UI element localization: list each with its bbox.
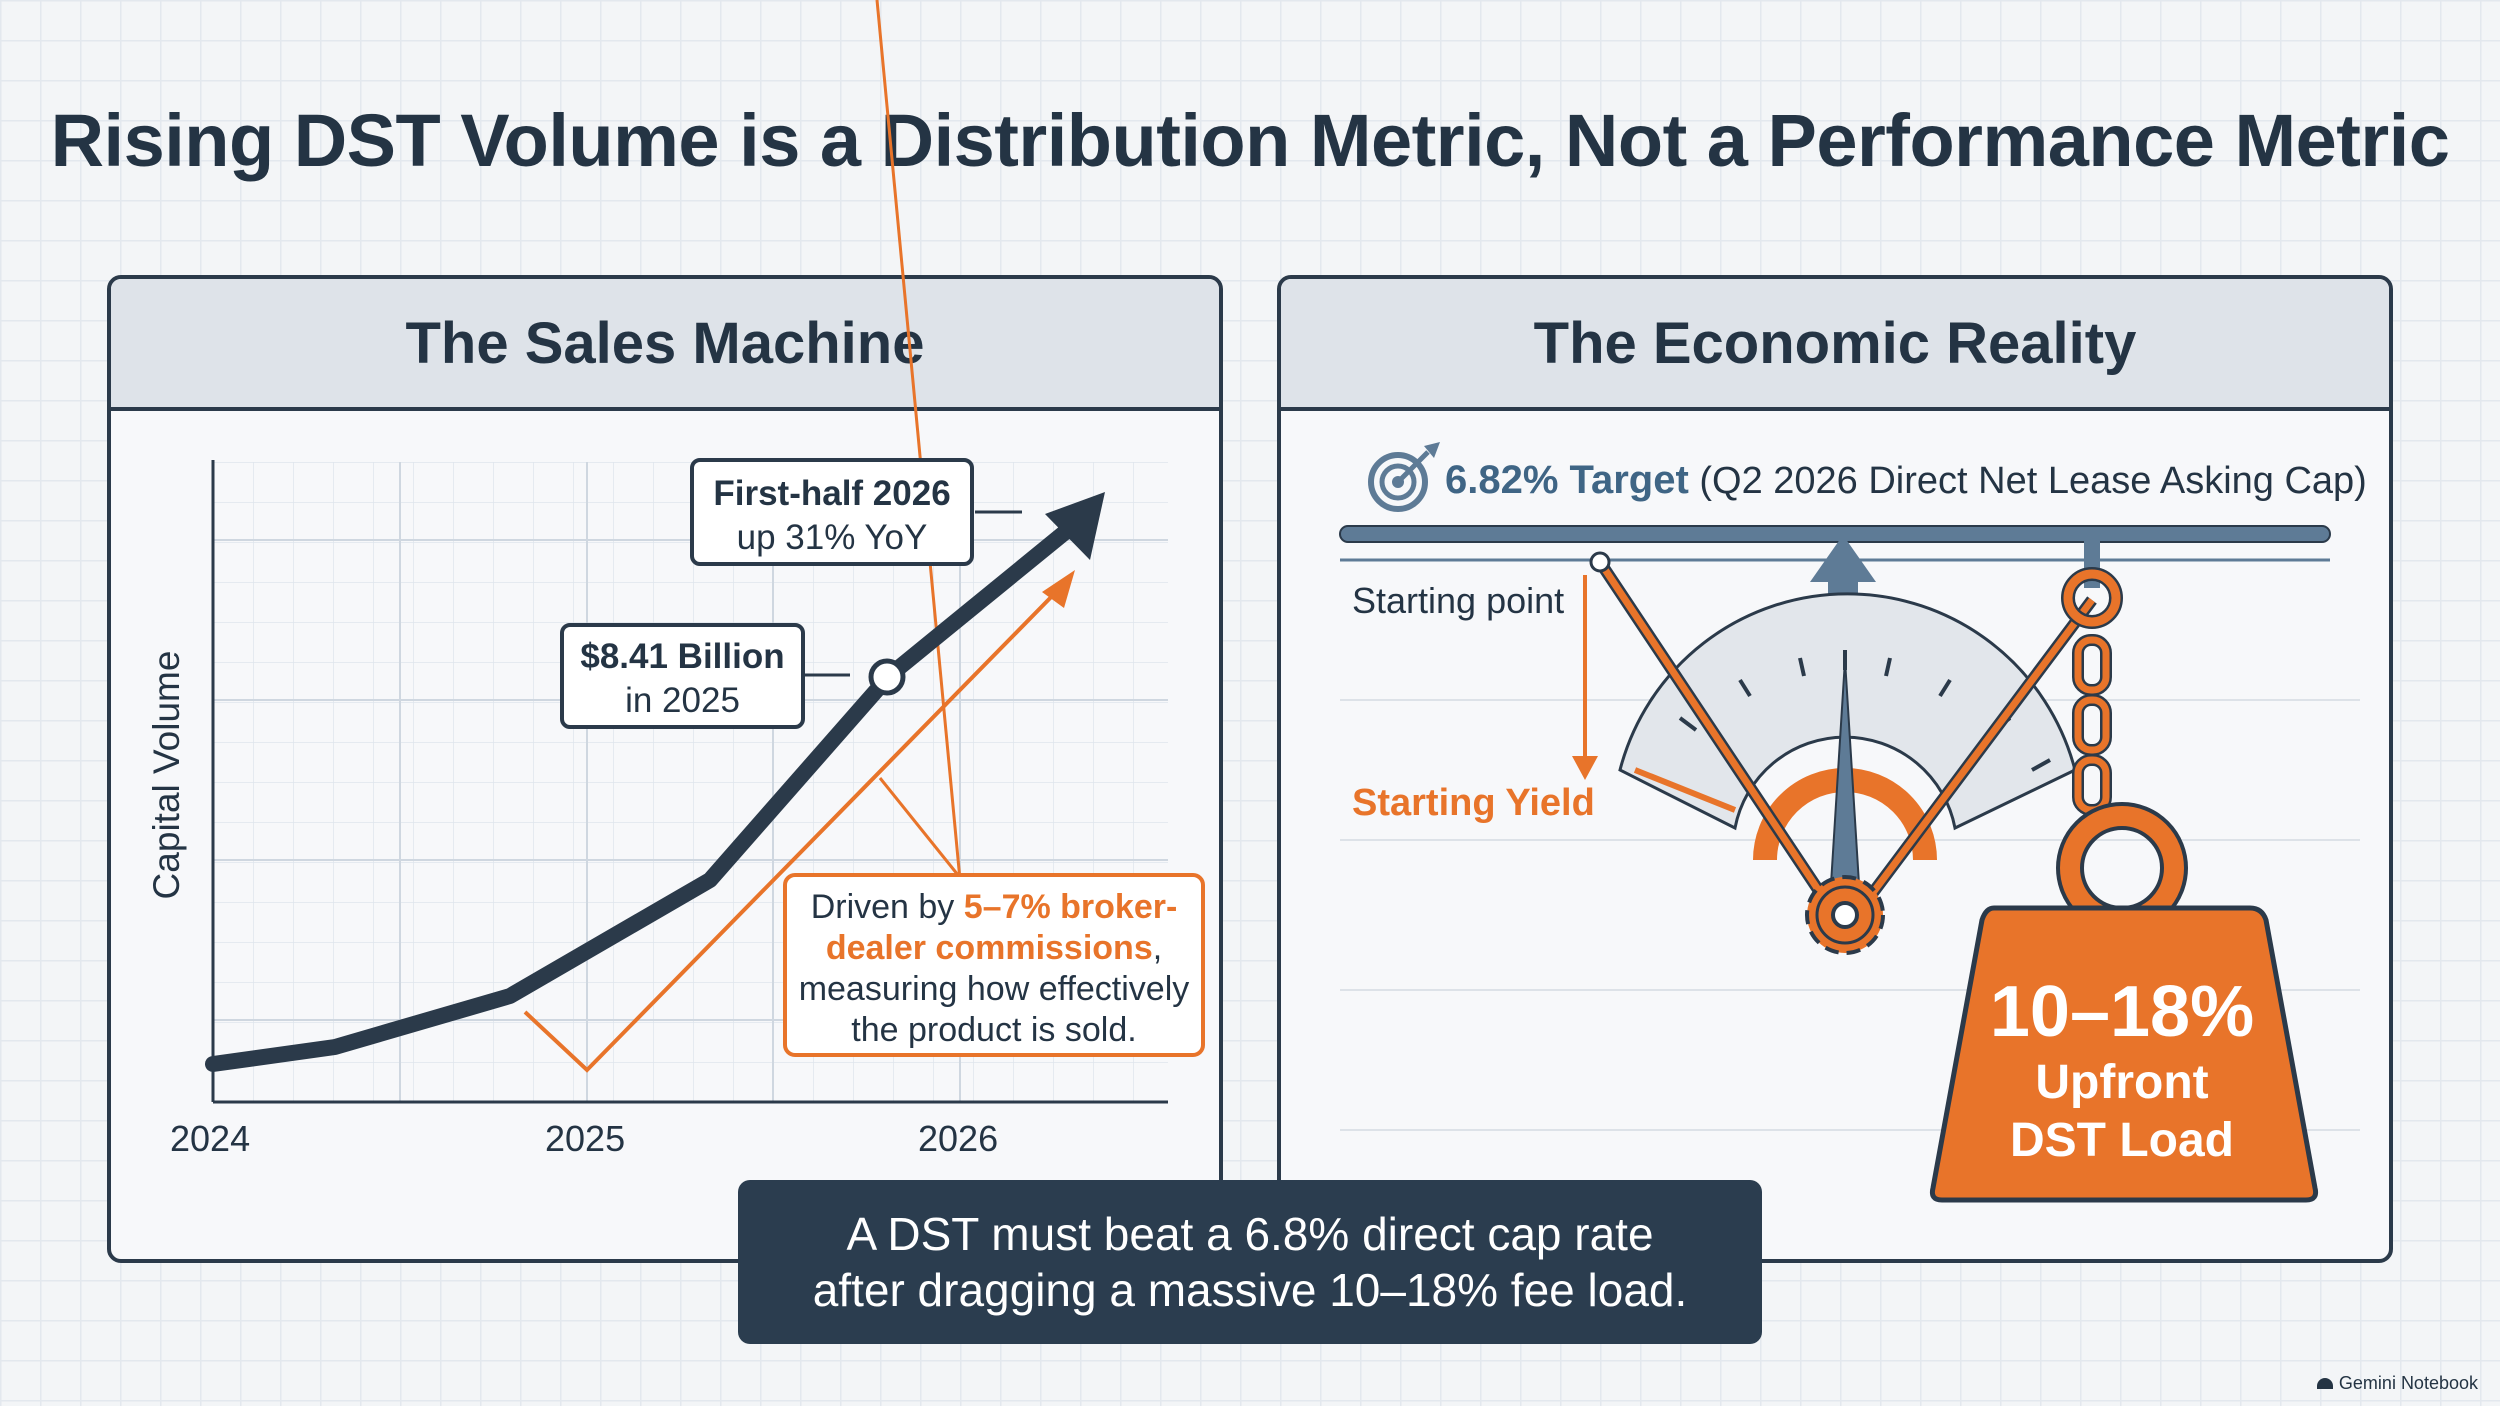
- banner-line-2: after dragging a massive 10–18% fee load…: [812, 1264, 1688, 1316]
- load-line-3: DST Load: [2010, 1114, 2234, 1167]
- starting-yield-label: Starting Yield: [1352, 782, 1595, 824]
- target-bar: [1339, 525, 2331, 543]
- volume-arrowhead: [1045, 492, 1105, 560]
- commission-driver-box: Driven by 5–7% broker- dealer commission…: [783, 873, 1205, 1057]
- driver-text-post: ,: [1152, 929, 1163, 967]
- banner-line-1: A DST must beat a 6.8% direct cap rate: [846, 1208, 1654, 1260]
- driver-highlight-1: 5–7% broker-: [963, 888, 1178, 926]
- x-tick-2025: 2025: [545, 1118, 626, 1159]
- driver-line-4: the product is sold.: [851, 1011, 1137, 1049]
- 2025-marker: [868, 658, 906, 696]
- callout-top-line2: up 31% YoY: [736, 518, 928, 557]
- target-value: 6.82% Target: [1445, 458, 1689, 502]
- watermark-text: Gemini Notebook: [2338, 1373, 2478, 1393]
- gear-icon: [1805, 875, 1885, 955]
- watermark: Gemini Notebook: [2316, 1373, 2478, 1394]
- load-percentage: 10–18%: [1989, 972, 2255, 1052]
- target-icon: [1368, 442, 1440, 512]
- target-label: 6.82% Target (Q2 2026 Direct Net Lease A…: [1445, 458, 2367, 503]
- driver-highlight-2: dealer commissions: [825, 929, 1153, 967]
- driver-line-3: measuring how effectively: [798, 970, 1190, 1008]
- commission-trend-line: [523, 586, 1062, 1073]
- starting-yield-needle: [1633, 767, 1737, 813]
- x-tick-2026: 2026: [918, 1118, 999, 1159]
- driver-text-pre: Driven by: [810, 888, 964, 926]
- upfront-load-label: 10–18% Upfront DST Load: [1937, 970, 2307, 1170]
- target-description: (Q2 2026 Direct Net Lease Asking Cap): [1688, 460, 2367, 502]
- 2025-volume-callout: $8.41 Billion in 2025: [560, 623, 805, 729]
- y-axis-label: Capital Volume: [146, 650, 187, 900]
- driver-connector: [875, 0, 962, 881]
- load-line-2: Upfront: [2035, 1056, 2209, 1109]
- capital-volume-line: [205, 512, 1088, 1072]
- callout-mid-line1: $8.41 Billion: [580, 637, 785, 676]
- x-tick-2024: 2024: [170, 1118, 251, 1159]
- notebook-logo-icon: [2316, 1378, 2333, 1389]
- page-title: Rising DST Volume is a Distribution Metr…: [50, 99, 2450, 182]
- commission-arrowhead: [1042, 570, 1075, 608]
- callout-mid-line2: in 2025: [625, 681, 740, 720]
- callout-top-line1: First-half 2026: [713, 474, 951, 513]
- conclusion-banner: A DST must beat a 6.8% direct cap rate a…: [738, 1180, 1762, 1344]
- economic-reality-header: The Economic Reality: [1281, 279, 2389, 411]
- first-half-2026-callout: First-half 2026 up 31% YoY: [690, 458, 974, 566]
- starting-point-label: Starting point: [1352, 580, 1565, 621]
- weight-icon: [1929, 802, 2319, 1203]
- sales-machine-header: The Sales Machine: [111, 279, 1219, 411]
